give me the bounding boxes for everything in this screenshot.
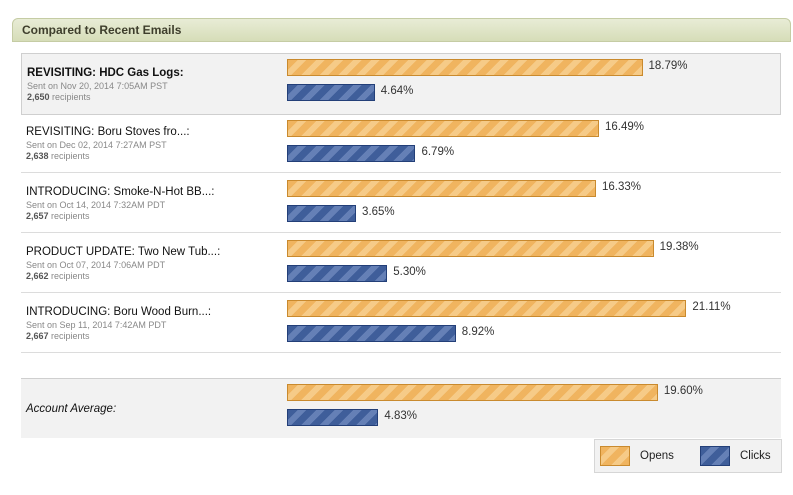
campaign-recipient-count: 2,638 (26, 151, 49, 161)
row-divider (21, 352, 781, 353)
campaign-recipients: 2,657 recipients (26, 211, 90, 221)
row-divider (21, 232, 781, 233)
campaign-3-clicks-bar (287, 205, 357, 222)
account-average-label: Account Average: (26, 403, 117, 415)
campaign-name[interactable]: INTRODUCING: Smoke-N-Hot BB...: (26, 186, 215, 198)
row-divider (21, 172, 781, 173)
campaign-name[interactable]: REVISITING: HDC Gas Logs: (27, 67, 184, 79)
campaign-row[interactable]: INTRODUCING: Boru Wood Burn...: Sent on S… (21, 296, 781, 352)
row-divider (21, 292, 781, 293)
campaign-2-opens-value-label: 16.49% (604, 121, 644, 133)
campaign-recipients: 2,650 recipients (27, 92, 91, 102)
campaign-1-opens-bar (287, 59, 643, 76)
average-opens-bar (287, 384, 658, 401)
campaign-4-clicks-bar (287, 265, 388, 282)
campaign-recipient-count: 2,650 (27, 92, 50, 102)
campaign-sent-date: Sent on Sep 11, 2014 7:42AM PDT (26, 320, 167, 330)
campaign-5-clicks-value-label: 8.92% (461, 326, 495, 338)
campaign-sent-date: Sent on Oct 07, 2014 7:06AM PDT (26, 260, 166, 270)
campaign-name[interactable]: PRODUCT UPDATE: Two New Tub...: (26, 246, 221, 258)
campaign-recipient-count: 2,667 (26, 331, 49, 341)
campaign-4-opens-value-label: 19.38% (659, 241, 699, 253)
average-clicks-value-label: 4.83% (384, 410, 417, 422)
campaign-name[interactable]: INTRODUCING: Boru Wood Burn...: (26, 306, 212, 318)
campaign-3-opens-bar (287, 180, 596, 197)
campaign-5-opens-bar (287, 300, 687, 317)
campaign-1-opens-value-label: 18.79% (648, 60, 688, 72)
campaign-4-clicks-value-label: 5.30% (393, 266, 426, 278)
campaign-2-opens-bar (287, 120, 599, 137)
section-header: Compared to Recent Emails (12, 18, 791, 42)
campaign-1-clicks-value-label: 4.64% (380, 85, 414, 97)
campaign-recipients: 2,667 recipients (26, 331, 90, 341)
campaign-2-clicks-bar (287, 145, 416, 162)
campaign-5-opens-value-label: 21.11% (692, 301, 731, 313)
average-opens-value-label: 19.60% (663, 385, 703, 397)
campaign-sent-date: Sent on Nov 20, 2014 7:05AM PST (27, 81, 168, 91)
campaign-3-opens-value-label: 16.33% (601, 181, 641, 193)
campaign-row[interactable]: REVISITING: Boru Stoves fro...: Sent on D… (21, 116, 781, 172)
campaign-name[interactable]: REVISITING: Boru Stoves fro...: (26, 126, 190, 138)
campaign-2-clicks-value-label: 6.79% (421, 146, 455, 158)
campaign-recipient-count: 2,657 (26, 211, 49, 221)
campaign-row[interactable]: PRODUCT UPDATE: Two New Tub...: Sent on O… (21, 236, 781, 292)
campaign-sent-date: Sent on Dec 02, 2014 7:27AM PST (26, 140, 167, 150)
campaign-recipients: 2,662 recipients (26, 271, 90, 281)
legend-clicks-swatch (700, 446, 730, 466)
campaign-5-clicks-bar (287, 325, 456, 342)
campaign-4-opens-bar (287, 240, 654, 257)
legend-opens-swatch (600, 446, 630, 466)
legend-clicks-label: Clicks (740, 450, 771, 462)
campaign-1-clicks-bar (287, 84, 375, 101)
legend-opens-label: Opens (640, 450, 674, 462)
campaign-recipient-count: 2,662 (26, 271, 49, 281)
campaign-sent-date: Sent on Oct 14, 2014 7:32AM PDT (26, 200, 166, 210)
section-title: Compared to Recent Emails (22, 23, 182, 37)
average-clicks-bar (287, 409, 379, 426)
chart-legend: Opens Clicks (594, 439, 782, 473)
campaign-3-clicks-value-label: 3.65% (362, 206, 395, 218)
campaign-row[interactable]: INTRODUCING: Smoke-N-Hot BB...: Sent on O… (21, 176, 781, 232)
campaign-recipients: 2,638 recipients (26, 151, 90, 161)
